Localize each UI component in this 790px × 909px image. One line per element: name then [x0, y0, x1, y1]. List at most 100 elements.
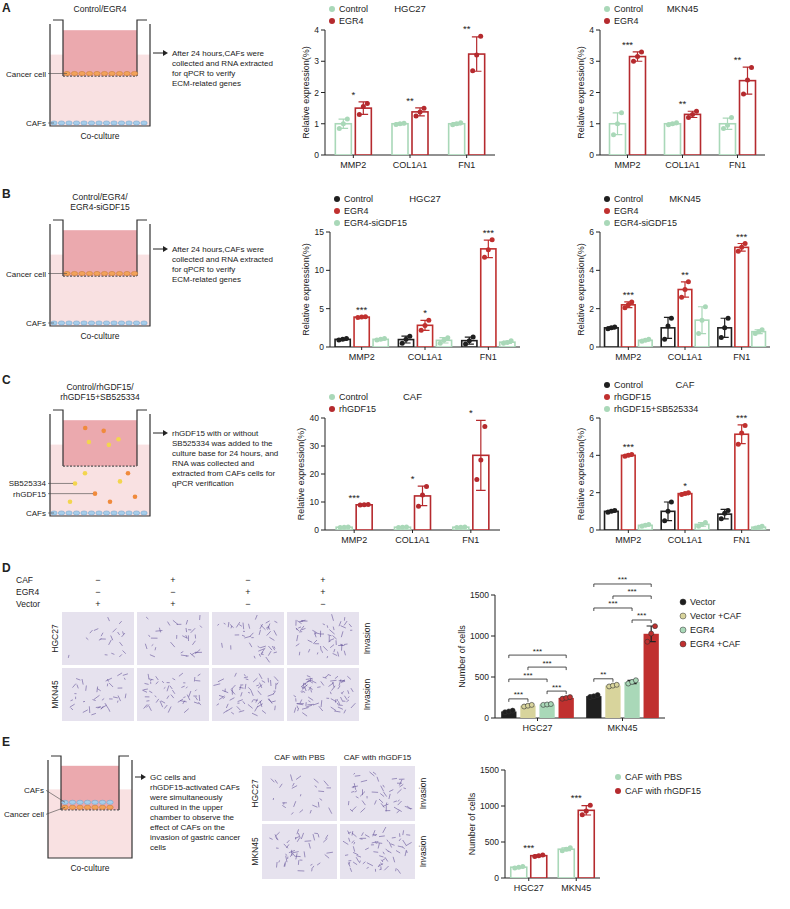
note-line: rhGDF15-activated CAFs — [150, 783, 240, 792]
chart: 01234Relative expression(%)MMP2COL1A1FN1… — [576, 3, 765, 170]
point — [649, 631, 654, 636]
legend-marker — [680, 613, 686, 619]
point — [743, 241, 748, 246]
y-tick-label: 15 — [315, 227, 325, 237]
y-tick-label: 6 — [589, 227, 594, 237]
cell — [69, 805, 75, 809]
pointer — [46, 790, 65, 802]
chart: 01234Relative expression(%)MMP2COL1A1FN1… — [301, 3, 495, 170]
y-tick-label: 2 — [589, 304, 594, 314]
bar — [630, 57, 646, 155]
y-tick — [321, 418, 325, 419]
point — [419, 328, 424, 333]
y-axis-title: Relative expression(%) — [576, 243, 586, 336]
point — [722, 325, 727, 330]
significance: ** — [600, 670, 606, 679]
error-bar — [664, 502, 672, 521]
significance: *** — [618, 575, 627, 584]
insert-medium — [63, 420, 137, 466]
cell — [73, 511, 79, 515]
x-tick-label: MKN45 — [607, 723, 637, 733]
cell — [92, 805, 98, 809]
significance: ** — [734, 54, 742, 65]
y-tick-label: 2 — [589, 488, 594, 498]
point — [719, 335, 724, 340]
bar — [622, 305, 636, 347]
header-label: Vector — [16, 599, 40, 609]
legend-marker — [615, 774, 621, 780]
x-tick-label: COL1A1 — [668, 535, 703, 545]
legend-marker — [680, 627, 686, 633]
y-tick — [501, 806, 505, 807]
point — [482, 255, 487, 260]
cell — [88, 511, 94, 515]
point — [700, 318, 705, 323]
chart: 010203040Relative expression(%)MMP2COL1A… — [296, 391, 500, 545]
chart-title: HGC27 — [394, 3, 426, 14]
y-tick-label: 6 — [589, 413, 594, 423]
molecule — [93, 491, 98, 496]
point — [741, 92, 746, 97]
x-tick — [425, 347, 426, 350]
significance: *** — [533, 647, 542, 656]
sign: + — [320, 587, 325, 597]
insert — [53, 220, 147, 276]
micrograph — [287, 612, 359, 665]
point — [520, 864, 525, 869]
side-label: Invasion — [362, 678, 372, 710]
cell-texture — [294, 674, 356, 716]
legend-marker — [329, 18, 335, 24]
y-axis — [505, 770, 506, 878]
point — [614, 682, 619, 687]
y-tick-label: 4 — [589, 450, 594, 460]
pointer — [48, 323, 54, 324]
point — [529, 702, 534, 707]
point — [420, 493, 425, 498]
cell-texture — [68, 617, 126, 658]
chart: 0246Relative expression(%)MMP2COL1A1FN1*… — [576, 193, 770, 362]
note-line: After 24 hours,CAFs were — [172, 49, 265, 58]
membrane — [63, 466, 137, 467]
point — [612, 324, 617, 329]
insert — [53, 20, 147, 76]
x-tick-label: FN1 — [733, 535, 750, 545]
schematic-title: Control/rhGDF15/ — [66, 382, 134, 392]
cell-texture — [269, 829, 333, 871]
x-tick — [741, 347, 742, 350]
micrograph — [340, 824, 415, 879]
legend-label: Control — [344, 194, 373, 204]
point — [686, 115, 691, 120]
molecule — [73, 481, 78, 486]
y-tick-label: 0 — [589, 525, 594, 535]
legend-marker — [680, 599, 686, 605]
point — [548, 702, 553, 707]
y-tick — [596, 270, 600, 271]
legend-marker — [604, 382, 610, 388]
sign: + — [95, 599, 100, 609]
schematic-label: CAFs — [26, 119, 46, 128]
point — [690, 112, 695, 117]
y-tick — [596, 92, 600, 93]
point — [337, 126, 342, 131]
y-tick-label: 1000 — [470, 631, 489, 641]
point — [584, 809, 589, 814]
point — [669, 316, 674, 321]
cell-texture — [214, 673, 279, 716]
cell — [107, 800, 113, 804]
significance: * — [683, 480, 687, 491]
bar — [449, 124, 465, 155]
pointer — [46, 807, 65, 814]
point — [580, 812, 585, 817]
row-label: HGC27 — [50, 624, 60, 653]
legend-label: Vector — [690, 597, 716, 607]
pointer — [48, 273, 67, 274]
bar — [355, 108, 371, 155]
column-label: CAF with PBS — [274, 753, 325, 762]
point — [629, 452, 634, 457]
y-axis-title: Relative expression(%) — [301, 243, 311, 336]
legend-label: EGR4-siGDF15 — [614, 218, 677, 228]
legend-marker — [680, 641, 686, 647]
column-label: CAF with rhGDF15 — [344, 753, 412, 762]
cell — [58, 121, 64, 125]
note-line: RNA was collected and — [172, 459, 254, 468]
